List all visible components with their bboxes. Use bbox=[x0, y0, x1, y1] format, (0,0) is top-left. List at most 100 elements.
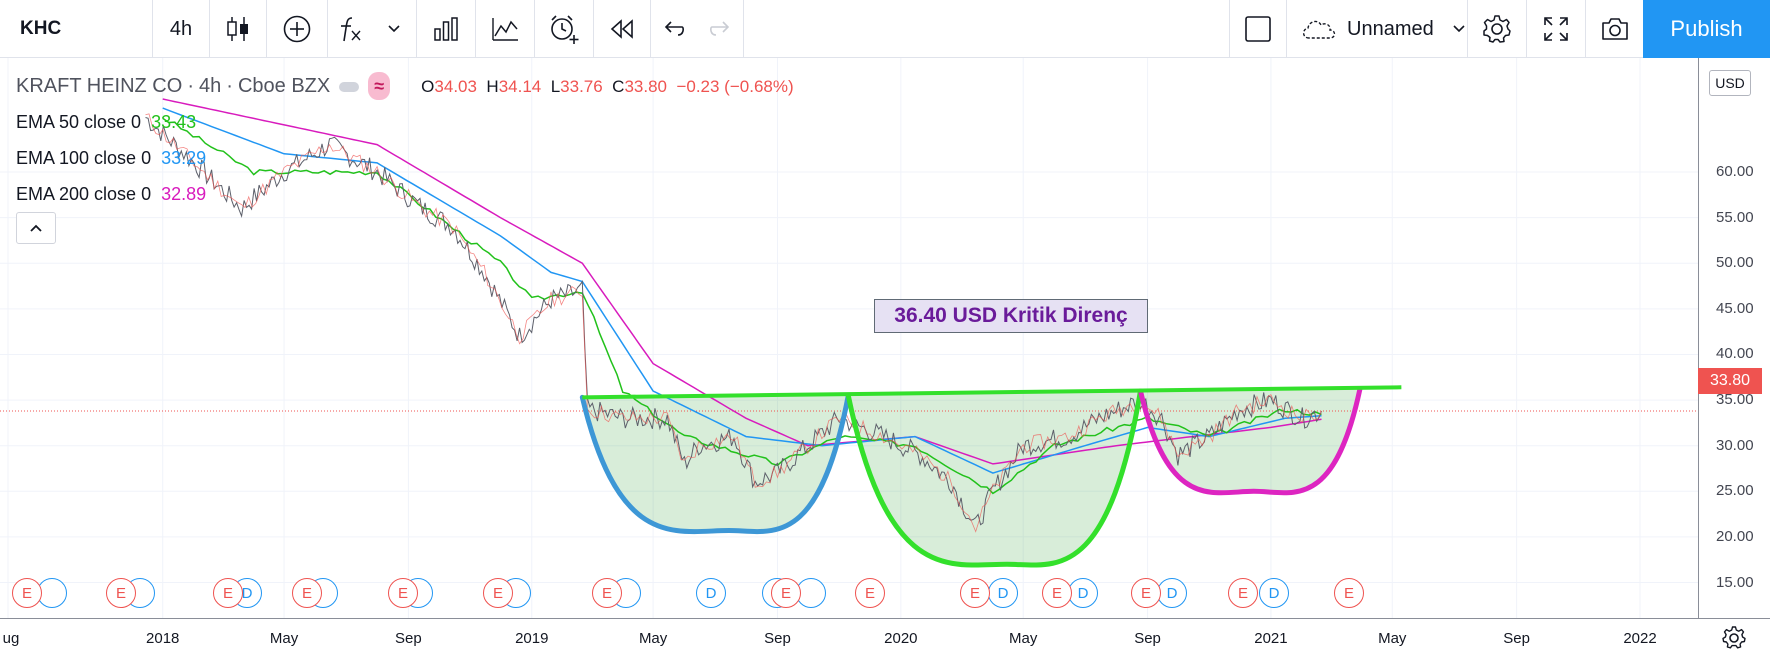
price-axis-tick-label: 15.00 bbox=[1716, 573, 1754, 591]
time-axis-tick-label: Sep bbox=[395, 630, 422, 647]
earnings-event-marker[interactable]: E bbox=[771, 578, 801, 608]
earnings-event-marker[interactable]: E bbox=[592, 578, 622, 608]
gear-icon bbox=[1483, 15, 1511, 43]
dividend-event-marker[interactable] bbox=[796, 578, 826, 608]
alarm-clock-plus-icon bbox=[551, 15, 579, 44]
price-chart-pane[interactable] bbox=[0, 58, 1698, 618]
ema-50-line bbox=[162, 117, 1322, 495]
price-axis-tick-label: 55.00 bbox=[1716, 208, 1754, 226]
fullscreen-button[interactable] bbox=[1527, 0, 1585, 58]
redo-icon bbox=[710, 21, 730, 36]
time-axis-tick-label: May bbox=[1009, 630, 1038, 647]
undo-button[interactable] bbox=[651, 0, 697, 58]
legend-eye-toggle[interactable] bbox=[339, 82, 360, 93]
price-and-ema-series bbox=[145, 98, 1322, 533]
earnings-event-marker[interactable]: E bbox=[12, 578, 42, 608]
function-fx-icon bbox=[341, 17, 361, 42]
resistance-annotation-label[interactable]: 36.40 USD Kritik Direnç bbox=[874, 299, 1148, 333]
legend-interval: 4h bbox=[199, 75, 222, 97]
chevron-down-icon bbox=[388, 25, 400, 33]
current-price-label: 33.80 bbox=[1698, 368, 1762, 394]
cup-curve-2[interactable] bbox=[845, 388, 1143, 568]
time-axis-tick-label: Sep bbox=[1503, 630, 1530, 647]
toolbar-divider bbox=[534, 0, 535, 58]
create-alert-button[interactable] bbox=[535, 0, 593, 58]
earnings-event-marker[interactable]: E bbox=[106, 578, 136, 608]
time-axis-tick-label: 2020 bbox=[884, 630, 918, 647]
user-drawings[interactable] bbox=[579, 385, 1402, 568]
toolbar-divider bbox=[209, 0, 210, 58]
earnings-event-marker[interactable]: E bbox=[960, 578, 990, 608]
legend-ema-100[interactable]: EMA 100 close 0 33.29 bbox=[16, 148, 207, 168]
time-axis-tick-label: May bbox=[638, 630, 668, 647]
earnings-event-marker[interactable]: E bbox=[855, 578, 885, 608]
interval-button[interactable]: 4h bbox=[169, 17, 193, 40]
financials-button[interactable] bbox=[417, 0, 475, 58]
rewind-icon bbox=[610, 19, 633, 39]
compare-add-symbol-button[interactable] bbox=[267, 0, 327, 58]
cup-curve-1[interactable] bbox=[579, 393, 851, 535]
currency-label[interactable]: USD bbox=[1709, 70, 1751, 96]
price-axis-tick-label: 60.00 bbox=[1716, 163, 1754, 180]
undo-icon bbox=[664, 21, 684, 36]
indicators-button[interactable] bbox=[328, 0, 372, 58]
cup-fill-2 bbox=[848, 390, 1141, 566]
dividend-event-marker[interactable]: D bbox=[988, 578, 1018, 608]
camera-icon bbox=[1601, 18, 1628, 40]
legend-separator: · bbox=[226, 75, 233, 97]
resistance-trendline[interactable] bbox=[582, 385, 1402, 400]
bar-chart-icon bbox=[434, 17, 458, 41]
earnings-event-marker[interactable]: E bbox=[1131, 578, 1161, 608]
toolbar-divider bbox=[743, 0, 744, 58]
gear-icon[interactable] bbox=[1720, 624, 1748, 652]
earnings-event-marker[interactable]: E bbox=[483, 578, 513, 608]
legend-header: KRAFT HEINZ CO · 4h · Cboe BZX ≈ O34.03 … bbox=[16, 72, 794, 108]
earnings-event-marker[interactable]: E bbox=[292, 578, 322, 608]
earnings-event-marker[interactable]: E bbox=[388, 578, 418, 608]
ema-100-line bbox=[162, 107, 1322, 474]
symbol-search-button[interactable]: KHC bbox=[20, 18, 62, 39]
time-axis[interactable] bbox=[0, 618, 1770, 659]
dividend-event-marker[interactable]: D bbox=[1068, 578, 1098, 608]
earnings-event-marker[interactable]: E bbox=[1042, 578, 1072, 608]
candles-chart-type-button[interactable] bbox=[210, 0, 266, 58]
time-axis-tick-label: 2018 bbox=[146, 630, 180, 647]
ohlc-values: O34.03 H34.14 L33.76 C33.80 −0.23 (−0.68… bbox=[421, 77, 794, 96]
price-axis[interactable] bbox=[1698, 58, 1770, 618]
dividend-event-marker[interactable]: D bbox=[696, 578, 726, 608]
legend-collapse-button[interactable] bbox=[16, 212, 56, 244]
plus-circle-icon bbox=[283, 15, 311, 43]
snapshot-button[interactable] bbox=[1586, 0, 1643, 58]
toolbar-divider bbox=[1229, 0, 1230, 58]
replay-button[interactable] bbox=[594, 0, 650, 58]
indicators-dropdown[interactable] bbox=[372, 0, 416, 58]
legend-ema-200[interactable]: EMA 200 close 0 32.89 bbox=[16, 184, 207, 204]
toolbar-divider bbox=[593, 0, 594, 58]
price-candles-down bbox=[145, 113, 1322, 533]
cup-curve-3[interactable] bbox=[1137, 386, 1363, 496]
settings-button[interactable] bbox=[1468, 0, 1526, 58]
ideas-button[interactable] bbox=[476, 0, 534, 58]
layout-name-button[interactable]: Unnamed bbox=[1287, 0, 1467, 58]
toolbar-divider bbox=[1467, 0, 1468, 58]
earnings-event-marker[interactable]: E bbox=[213, 578, 243, 608]
wave-icon[interactable]: ≈ bbox=[368, 72, 391, 100]
dividend-event-marker[interactable]: D bbox=[1259, 578, 1289, 608]
legend-exchange: Cboe BZX bbox=[237, 75, 331, 97]
earnings-event-marker[interactable]: E bbox=[1228, 578, 1258, 608]
legend-symbol-name: KRAFT HEINZ CO bbox=[16, 75, 183, 97]
toolbar-divider bbox=[327, 0, 328, 58]
time-axis-tick-label: ug bbox=[2, 630, 20, 647]
chevron-down-icon bbox=[1453, 25, 1465, 33]
chart-grid bbox=[0, 58, 1698, 618]
toolbar-divider bbox=[152, 0, 153, 58]
candlestick-icon bbox=[227, 17, 248, 41]
expand-icon bbox=[1544, 17, 1568, 41]
dividend-event-marker[interactable]: D bbox=[1157, 578, 1187, 608]
legend-ema-50[interactable]: EMA 50 close 0 33.43 bbox=[16, 112, 197, 132]
publish-button[interactable]: Publish bbox=[1643, 0, 1770, 58]
fullscreen-mode-button[interactable] bbox=[1230, 0, 1286, 58]
earnings-event-marker[interactable]: E bbox=[1334, 578, 1364, 608]
redo-button[interactable] bbox=[697, 0, 743, 58]
time-axis-tick-label: Sep bbox=[764, 630, 791, 647]
